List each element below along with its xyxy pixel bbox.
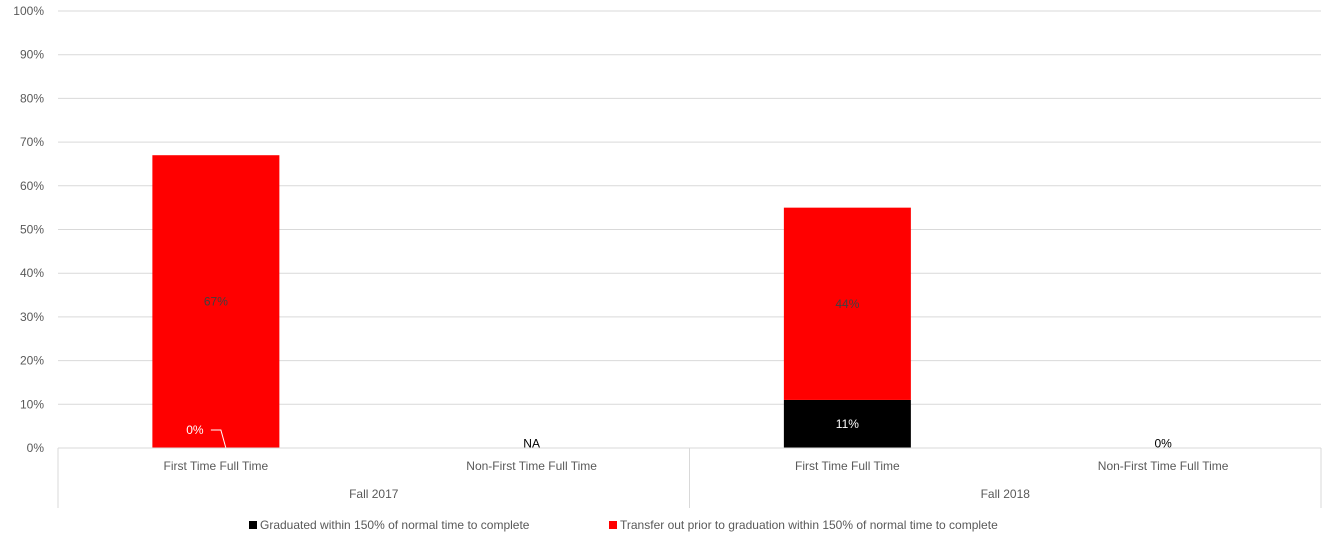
y-tick-label: 70% — [20, 135, 44, 149]
legend-swatch — [249, 521, 257, 529]
bar-segment — [783, 399, 911, 448]
x-tick-label: Non-First Time Full Time — [1098, 459, 1229, 473]
group-label: Fall 2018 — [981, 487, 1031, 501]
legend-swatch — [609, 521, 617, 529]
x-tick-label: Non-First Time Full Time — [466, 459, 597, 473]
bar-segment — [783, 207, 911, 400]
x-tick-label: First Time Full Time — [164, 459, 269, 473]
data-label: 0% — [186, 423, 204, 437]
data-label: 67% — [204, 295, 228, 309]
group-label: Fall 2017 — [349, 487, 399, 501]
y-tick-label: 10% — [20, 397, 44, 411]
y-tick-label: 30% — [20, 310, 44, 324]
y-tick-label: 0% — [27, 441, 45, 455]
legend: Graduated within 150% of normal time to … — [249, 518, 998, 532]
leader-line — [210, 429, 227, 449]
legend-label: Graduated within 150% of normal time to … — [260, 518, 530, 532]
y-tick-label: 90% — [20, 48, 44, 62]
y-axis-ticks: 0% 10% 20% 30% 40% 50% 60% 70% 80% 90% 100% — [13, 4, 44, 455]
y-tick-label: 50% — [20, 223, 44, 237]
data-label: 11% — [836, 417, 859, 431]
category-value-label: 0% — [1154, 437, 1172, 451]
y-tick-label: 60% — [20, 179, 44, 193]
category-value-label: NA — [523, 437, 540, 451]
bars — [152, 155, 911, 448]
data-label: 44% — [835, 297, 859, 311]
legend-label: Transfer out prior to graduation within … — [620, 518, 998, 532]
x-tick-label: First Time Full Time — [795, 459, 900, 473]
y-tick-label: 80% — [20, 91, 44, 105]
data-labels: 0% 67% 11% 44% NA 0% — [186, 295, 1172, 451]
y-tick-label: 100% — [13, 4, 44, 18]
x-axis: First Time Full Time Non-First Time Full … — [57, 447, 1322, 508]
bar-segment — [152, 155, 280, 448]
y-tick-label: 20% — [20, 354, 44, 368]
y-tick-label: 40% — [20, 266, 44, 280]
